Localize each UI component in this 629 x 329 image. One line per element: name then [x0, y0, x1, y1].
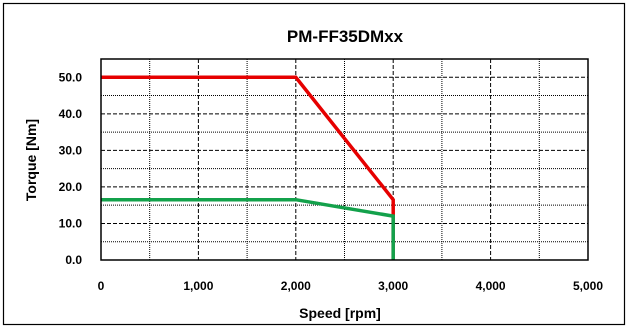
chart-border	[2, 2, 626, 326]
y-tick-label: 40.0	[59, 107, 83, 121]
x-tick-label: 3,000	[378, 279, 408, 293]
series-group	[101, 75, 395, 260]
y-tick-label: 0.0	[65, 253, 82, 267]
series-line-2	[101, 197, 395, 260]
x-tick-label: 0	[98, 279, 105, 293]
y-tick-label: 20.0	[59, 180, 83, 194]
grid	[101, 59, 589, 260]
plot-area-frame	[100, 58, 589, 261]
x-tick-label: 2,000	[281, 279, 311, 293]
x-tick-label: 1,000	[183, 279, 213, 293]
y-tick-label: 50.0	[59, 70, 83, 84]
y-tick-labels: 0.0 10.0 20.0 30.0 40.0 50.0	[59, 70, 83, 267]
chart-title: PM-FF35DMxx	[287, 27, 404, 46]
x-tick-labels: 0 1,000 2,000 3,000 4,000 5,000	[98, 279, 604, 293]
x-tick-label: 4,000	[476, 279, 506, 293]
x-tick-label: 5,000	[573, 279, 603, 293]
y-tick-label: 30.0	[59, 143, 83, 157]
y-axis-label: Torque [Nm]	[23, 119, 39, 201]
y-tick-label: 10.0	[59, 216, 83, 230]
x-axis-label: Speed [rpm]	[299, 305, 381, 321]
